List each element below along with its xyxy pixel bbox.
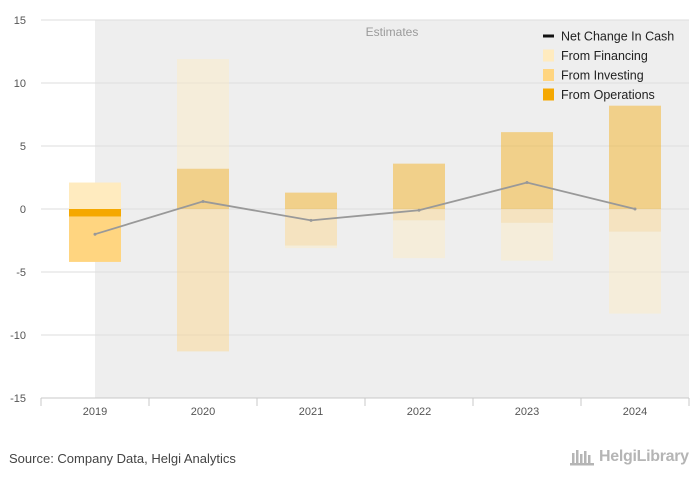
bar-from-investing: [501, 209, 553, 223]
brand-name: HelgiLibrary: [599, 448, 689, 465]
bar-from-investing: [177, 209, 229, 352]
y-tick-label: 15: [14, 15, 26, 27]
brand-logo: HelgiLibrary: [569, 447, 689, 467]
bar-from-operations: [501, 132, 553, 209]
bar-from-investing: [69, 216, 121, 262]
bar-from-investing: [393, 209, 445, 221]
net-change-point: [309, 218, 313, 222]
y-tick-label: 5: [20, 141, 26, 153]
bar-from-financing: [609, 231, 661, 314]
bar-from-investing: [609, 209, 661, 232]
net-change-point: [201, 199, 205, 203]
net-change-point: [417, 208, 421, 212]
x-tick-label: 2020: [191, 406, 215, 418]
x-tick-label: 2019: [83, 406, 107, 418]
legend-label: Net Change In Cash: [561, 30, 674, 44]
bar-from-operations: [393, 163, 445, 209]
bar-from-investing: [285, 209, 337, 246]
bar-from-operations: [177, 168, 229, 209]
legend-swatch: [543, 69, 554, 81]
legend-label: From Operations: [561, 88, 655, 102]
bar-from-financing: [69, 182, 121, 209]
net-change-point: [525, 181, 529, 185]
legend-swatch-line: [543, 34, 554, 38]
y-tick-label: 10: [14, 78, 26, 90]
y-tick-label: -5: [16, 267, 26, 279]
legend-label: From Investing: [561, 69, 644, 83]
y-tick-label: 0: [20, 204, 26, 216]
bar-from-financing: [285, 245, 337, 249]
x-tick-label: 2023: [515, 406, 539, 418]
net-change-point: [633, 207, 637, 211]
bar-from-financing: [393, 220, 445, 259]
source-note: Source: Company Data, Helgi Analytics: [9, 451, 236, 466]
bar-from-operations: [609, 105, 661, 209]
y-tick-label: -15: [10, 393, 26, 405]
legend-swatch: [543, 88, 554, 101]
estimates-label: Estimates: [366, 25, 419, 39]
legend-label: From Financing: [561, 49, 648, 63]
legend-swatch: [543, 49, 554, 62]
bar-from-operations: [69, 209, 121, 217]
y-tick-label: -10: [10, 330, 26, 342]
net-change-point: [93, 232, 97, 236]
bar-from-financing: [177, 59, 229, 169]
bar-from-operations: [285, 192, 337, 209]
net-change-line: [94, 181, 636, 236]
x-tick-label: 2021: [299, 406, 323, 418]
chart: Estimates -15 -10 -5 0 5 10 15 2019 2020 2021 2022…: [10, 15, 690, 418]
x-tick-label: 2022: [407, 406, 431, 418]
x-tick-label: 2024: [623, 406, 647, 418]
library-icon: [570, 450, 594, 466]
bar-from-financing: [501, 222, 553, 261]
